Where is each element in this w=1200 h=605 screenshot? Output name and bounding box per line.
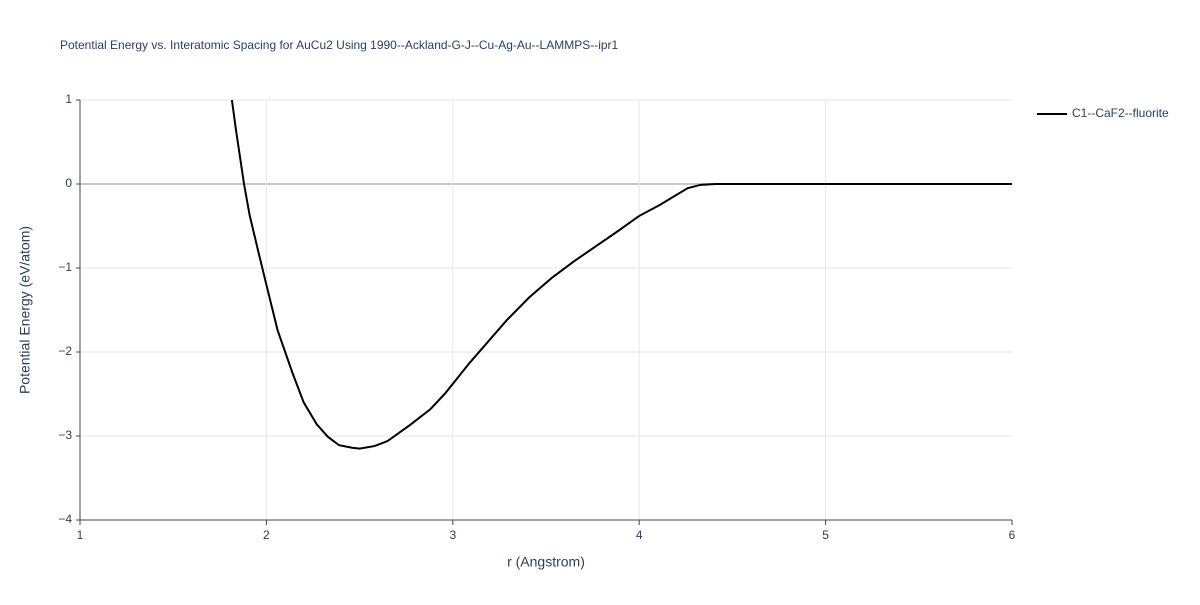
y-tick-label: 1 xyxy=(65,92,72,106)
x-tick-label: 4 xyxy=(636,528,643,542)
x-tick-label: 5 xyxy=(822,528,829,542)
line xyxy=(230,99,1012,450)
y-tick-label: −2 xyxy=(58,344,72,358)
y-tick-label: −1 xyxy=(58,260,72,274)
x-tick-label: 1 xyxy=(77,528,84,542)
y-tick-label: −4 xyxy=(58,512,72,526)
legend-label: C1--CaF2--fluorite xyxy=(1072,106,1169,120)
x-tick-label: 3 xyxy=(449,528,456,542)
chart-title: Potential Energy vs. Interatomic Spacing… xyxy=(60,38,619,52)
y-tick-label: −3 xyxy=(58,428,72,442)
x-tick-label: 6 xyxy=(1009,528,1016,542)
x-tick-label: 2 xyxy=(263,528,270,542)
y-tick-label: 0 xyxy=(65,176,72,190)
y-axis-label: Potential Energy (eV/atom) xyxy=(17,226,33,394)
x-axis-label: r (Angstrom) xyxy=(507,554,585,570)
